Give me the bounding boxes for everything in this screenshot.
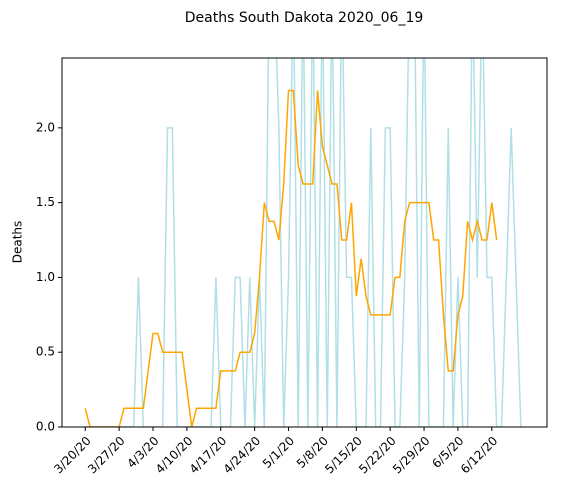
x-tick-label: 4/24/20	[221, 434, 264, 477]
y-tick-label: 2.0	[36, 120, 55, 134]
plot-area	[84, 58, 522, 427]
series-line	[85, 58, 522, 427]
x-tick-label: 5/1/20	[260, 434, 297, 471]
y-tick-label: 0.0	[36, 420, 55, 434]
series-line	[84, 89, 498, 427]
y-tick-label: 1.0	[36, 270, 55, 284]
chart-title: Deaths South Dakota 2020_06_19	[185, 10, 424, 26]
y-tick-label: 0.5	[36, 345, 55, 359]
x-tick-label: 3/27/20	[85, 434, 128, 477]
x-tick-label: 6/12/20	[458, 434, 501, 477]
plot-frame	[61, 57, 548, 428]
y-tick-label: 1.5	[36, 195, 55, 209]
x-tick-label: 5/29/20	[390, 434, 433, 477]
y-axis-label: Deaths	[11, 221, 25, 264]
